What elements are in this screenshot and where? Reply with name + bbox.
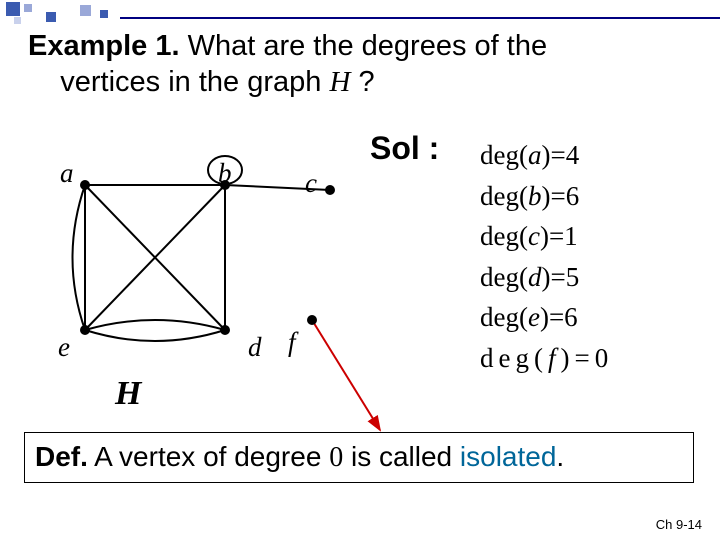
question-body-3: ? [350, 66, 374, 98]
question-text: Example 1. What are the degrees of the v… [28, 28, 690, 101]
definition-box: Def. A vertex of degree 0 is called isol… [24, 432, 694, 483]
solution-row-a: deg(a)=4 [480, 135, 613, 176]
vertex-label-d: d [248, 332, 262, 363]
vertex-label-b: b [218, 158, 232, 189]
graph-area: a b c d e f [30, 130, 370, 430]
example-label: Example 1. [28, 30, 180, 62]
solution-row-d: deg(d)=5 [480, 257, 613, 298]
def-degree: 0 [329, 442, 343, 473]
def-text-2: is called [343, 441, 460, 472]
solution-row-e: deg(e)=6 [480, 297, 613, 338]
solution-label: Sol : [370, 130, 439, 167]
solution-list: deg(a)=4deg(b)=6deg(c)=1deg(d)=5deg(e)=6… [480, 135, 613, 378]
graph-name-label: H [115, 375, 141, 413]
solution-row-c: deg(c)=1 [480, 216, 613, 257]
def-keyword: isolated [460, 441, 557, 472]
question-body-2: vertices in the graph [60, 66, 329, 98]
vertex-label-e: e [58, 332, 70, 363]
def-label: Def. [35, 441, 88, 472]
solution-row-b: deg(b)=6 [480, 176, 613, 217]
vertex-label-c: c [305, 168, 317, 199]
question-body-1: What are the degrees of the [180, 30, 548, 62]
footer-page-number: Ch 9-14 [656, 517, 702, 532]
vertex-label-a: a [60, 158, 74, 189]
header-line [120, 17, 720, 19]
graph-name-inline: H [329, 66, 350, 98]
vertex-label-f: f [288, 327, 296, 358]
solution-row-f: deg(f)=0 [480, 338, 613, 379]
def-text-1: A vertex of degree [88, 441, 329, 472]
graph-svg [30, 130, 390, 450]
def-text-3: . [556, 441, 564, 472]
